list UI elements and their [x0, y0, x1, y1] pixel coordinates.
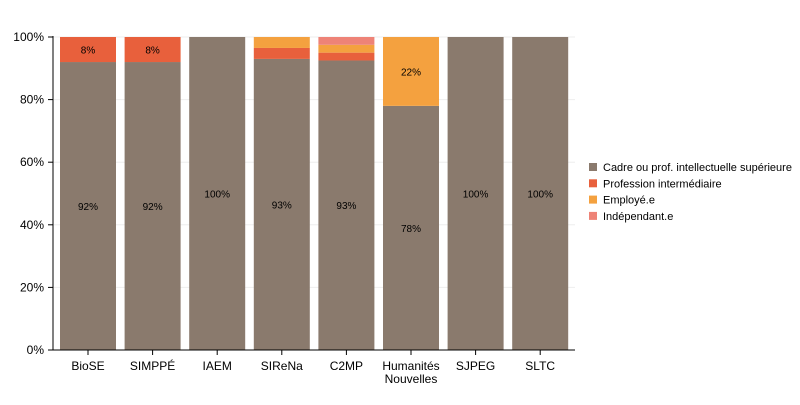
bar-segment [253, 58, 310, 350]
data-label: 92% [143, 202, 163, 213]
legend-label: Indépendant.e [603, 211, 673, 223]
y-tick-label: 60% [20, 155, 44, 169]
y-tick-label: 80% [20, 93, 44, 107]
bar-segment [124, 62, 181, 350]
bar-segment [189, 37, 246, 350]
bar-segment [253, 47, 310, 59]
legend-label: Employé.e [603, 195, 655, 207]
bar-segment [383, 37, 439, 106]
bar-segment [383, 105, 439, 350]
y-tick-label: 40% [20, 218, 44, 232]
bar-segment [60, 37, 116, 63]
bar-segment [318, 52, 375, 61]
data-label: 93% [272, 200, 292, 211]
data-label: 100% [463, 190, 489, 201]
bar-segment [253, 37, 310, 48]
bar-segment [318, 37, 375, 45]
legend-swatch [589, 179, 597, 188]
bars: 92% 8% 92% 8% 100% 93% 93% 78% 22% 100% 100% [60, 37, 569, 350]
data-label: 8% [145, 46, 160, 57]
bar-segment [318, 44, 375, 53]
legend-label: Profession intermédiaire [603, 178, 722, 190]
legend-swatch [589, 195, 597, 204]
bar-segment [60, 62, 116, 350]
x-tick-label: SIMPPÉ [130, 358, 175, 373]
bar-segment [512, 37, 569, 350]
data-label: 78% [401, 224, 421, 235]
legend-swatch [589, 163, 597, 171]
data-label: 93% [336, 201, 356, 212]
x-tick-label: SIReNa [261, 359, 303, 373]
bar-segment [318, 60, 375, 350]
x-tick-label: Humanités [382, 359, 439, 373]
x-tick-label: C2MP [330, 359, 363, 373]
legend-swatch [589, 211, 597, 220]
legend: Cadre ou prof. intellectuelle supérieure… [589, 162, 792, 223]
y-tick-label: 0% [27, 343, 45, 357]
x-tick-label: IAEM [203, 359, 232, 373]
bar-segment [447, 37, 504, 350]
axes: 0% 20% 40% 60% 80% 100% BioSE SIMPPÉ IAEM SIReNa C… [13, 30, 575, 386]
y-tick-label: 100% [13, 30, 44, 44]
y-tick-label: 20% [20, 280, 44, 294]
data-label: 8% [81, 46, 96, 57]
data-label: 22% [401, 67, 421, 78]
data-label: 100% [527, 190, 553, 201]
x-tick-label: Nouvelles [385, 372, 438, 386]
bar-segment [124, 37, 181, 63]
x-tick-label: BioSE [71, 359, 104, 373]
x-tick-label: SJPEG [456, 359, 495, 373]
data-label: 92% [78, 202, 98, 213]
data-label: 100% [204, 190, 230, 201]
legend-label: Cadre ou prof. intellectuelle supérieure [603, 162, 792, 174]
x-tick-label: SLTC [525, 359, 555, 373]
